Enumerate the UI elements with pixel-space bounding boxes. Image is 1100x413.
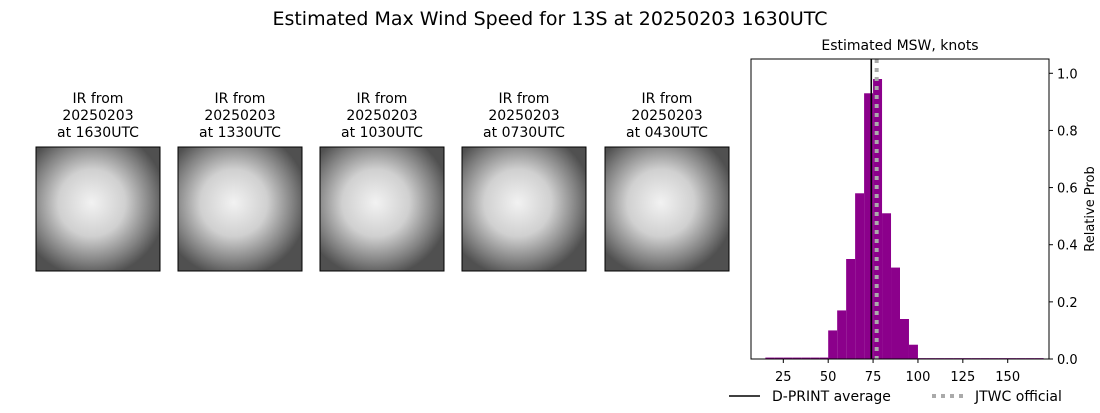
bar bbox=[837, 310, 847, 359]
panel-title: at 0430UTC bbox=[626, 125, 708, 141]
legend-label: D-PRINT average bbox=[772, 389, 891, 405]
bar bbox=[774, 357, 784, 359]
panel-title: at 1330UTC bbox=[199, 125, 281, 141]
bar bbox=[846, 259, 856, 359]
x-tick-label: 125 bbox=[950, 370, 975, 385]
bar bbox=[864, 93, 874, 360]
bar bbox=[855, 193, 865, 359]
panel-title: 20250203 bbox=[346, 108, 417, 124]
bar bbox=[810, 357, 820, 359]
panel-title: 20250203 bbox=[62, 108, 133, 124]
panel-title: IR from bbox=[215, 91, 266, 107]
bar bbox=[891, 267, 900, 359]
bar bbox=[783, 357, 793, 359]
bar bbox=[882, 213, 892, 359]
satellite-image bbox=[461, 146, 587, 272]
x-tick-label: 100 bbox=[906, 370, 931, 385]
panel-title: at 0730UTC bbox=[483, 125, 565, 141]
panel-title: at 1030UTC bbox=[341, 125, 423, 141]
panel-title: at 1630UTC bbox=[57, 125, 139, 141]
x-tick-label: 50 bbox=[820, 370, 837, 385]
y-tick-label: 1.0 bbox=[1057, 67, 1078, 82]
bar bbox=[801, 357, 811, 359]
panel-title: 20250203 bbox=[631, 108, 702, 124]
y-axis-label: Relative Prob bbox=[1083, 166, 1098, 251]
satellite-image bbox=[35, 146, 161, 272]
satellite-image bbox=[319, 146, 445, 272]
y-tick-label: 0.0 bbox=[1057, 353, 1078, 368]
chart-title: Estimated MSW, knots bbox=[821, 38, 978, 54]
y-tick-label: 0.4 bbox=[1057, 239, 1078, 254]
satellite-image bbox=[177, 146, 303, 272]
plot-frame bbox=[750, 58, 1050, 360]
y-tick-label: 0.6 bbox=[1057, 182, 1078, 197]
bar bbox=[828, 330, 838, 359]
panel-title: 20250203 bbox=[488, 108, 559, 124]
bar bbox=[908, 344, 918, 359]
bar bbox=[900, 319, 909, 359]
panel-title: IR from bbox=[499, 91, 550, 107]
bar bbox=[873, 79, 883, 359]
y-tick-label: 0.8 bbox=[1057, 124, 1078, 139]
panel-title: IR from bbox=[642, 91, 693, 107]
legend-label: JTWC official bbox=[974, 389, 1062, 405]
panel-title: IR from bbox=[73, 91, 124, 107]
x-tick-label: 150 bbox=[995, 370, 1020, 385]
y-tick-label: 0.2 bbox=[1057, 296, 1078, 311]
x-tick-label: 75 bbox=[865, 370, 882, 385]
figure-title: Estimated Max Wind Speed for 13S at 2025… bbox=[272, 8, 827, 30]
bar bbox=[792, 357, 802, 359]
x-tick-label: 25 bbox=[775, 370, 792, 385]
satellite-image bbox=[604, 146, 730, 272]
bar bbox=[765, 357, 775, 359]
panel-title: 20250203 bbox=[204, 108, 275, 124]
panel-title: IR from bbox=[357, 91, 408, 107]
bar bbox=[819, 357, 829, 359]
